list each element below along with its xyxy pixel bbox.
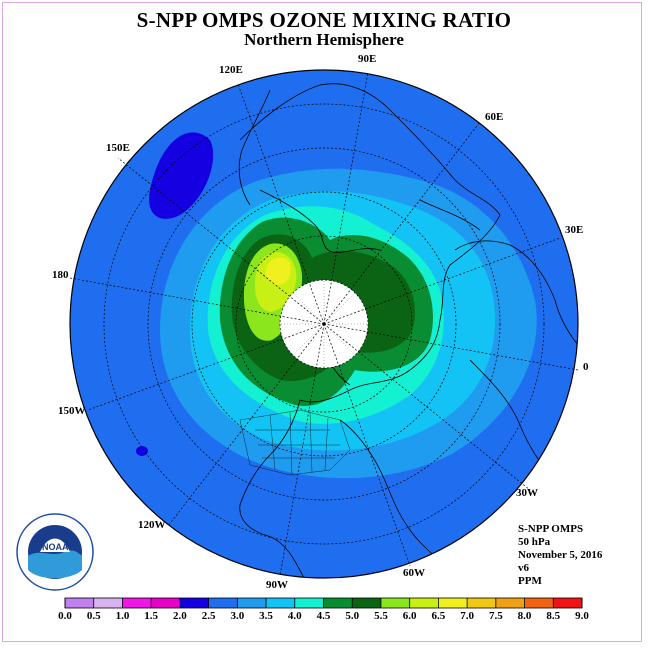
colorbar-segment [495, 598, 525, 608]
lon-label-30e: 30E [565, 224, 583, 236]
polar-radials [280, 280, 368, 368]
map-boundary [69, 69, 579, 579]
colorbar-segment [409, 598, 439, 608]
colorbar-tick-label: 8.5 [546, 610, 560, 622]
colorbar-tick-label: 9.0 [575, 610, 589, 622]
colorbar-segment [151, 598, 181, 608]
info-version: v6 [518, 562, 529, 574]
lon-label-60w: 60W [403, 567, 425, 579]
colorbar-segment [65, 598, 95, 608]
colorbar-tick-label: 3.0 [230, 610, 244, 622]
colorbar-segment [266, 598, 296, 608]
colorbar-tick-label: 1.5 [144, 610, 158, 622]
lon-label-30w: 30W [516, 487, 538, 499]
info-panel: S-NPP OMPS 50 hPa November 5, 2016 v6 PP… [518, 523, 602, 588]
colorbar: 0.0 0.5 1.0 1.5 2.0 2.5 3.0 3.5 4.0 4.5 5.0 5.5 6.0 6… [58, 597, 589, 622]
colorbar-tick-label: 2.5 [202, 610, 216, 622]
colorbar-tick-label: 3.5 [259, 610, 273, 622]
colorbar-segment [380, 598, 410, 608]
colorbar-segment [237, 598, 267, 608]
ozone-low-patch [149, 132, 214, 219]
longitude-labels: 90E 60E 30E 0 30W 60W 90W 120W 150W 180 … [52, 53, 589, 591]
info-level: 50 hPa [518, 536, 551, 548]
colorbar-tick-label: 6.0 [403, 610, 417, 622]
lon-label-150e: 150E [106, 142, 130, 154]
colorbar-tick-label: 2.0 [173, 610, 187, 622]
colorbar-tick-label: 6.5 [432, 610, 446, 622]
info-instrument: S-NPP OMPS [518, 523, 584, 535]
colorbar-segment [438, 598, 468, 608]
colorbar-segment [467, 598, 497, 608]
map-title: S-NPP OMPS OZONE MIXING RATIO [136, 8, 512, 32]
lon-label-90e: 90E [358, 53, 376, 65]
colorbar-tick-label: 7.0 [460, 610, 474, 622]
colorbar-segment [524, 598, 554, 608]
colorbar-segment [93, 598, 123, 608]
colorbar-tick-label: 5.5 [374, 610, 388, 622]
colorbar-segment [179, 598, 209, 608]
noaa-logo-text: NOAA [42, 542, 69, 552]
colorbar-segment [323, 598, 353, 608]
colorbar-tick-label: 7.5 [489, 610, 503, 622]
lon-label-150w: 150W [58, 405, 86, 417]
lon-label-0: 0 [583, 361, 589, 373]
colorbar-segment [208, 598, 238, 608]
latitude-circles [103, 103, 545, 545]
state-borders [239, 409, 351, 476]
ozone-low-patch [136, 446, 148, 456]
colorbar-tick-label: 0.5 [87, 610, 101, 622]
page-frame [2, 2, 642, 642]
info-units: PPM [518, 575, 542, 587]
ozone-band-6p5 [265, 257, 291, 285]
colorbar-tick-label: 4.0 [288, 610, 302, 622]
colorbar-tick-label: 8.0 [518, 610, 532, 622]
colorbar-segment [352, 598, 382, 608]
colorbar-segment [122, 598, 152, 608]
colorbar-segment [553, 598, 583, 608]
noaa-logo: NOAA [16, 513, 94, 591]
lon-label-120e: 120E [219, 64, 243, 76]
colorbar-tick-label: 4.5 [317, 610, 331, 622]
colorbar-tick-label: 1.0 [116, 610, 130, 622]
lon-label-120w: 120W [138, 519, 166, 531]
info-date: November 5, 2016 [518, 549, 603, 561]
lon-label-90w: 90W [266, 579, 288, 591]
meridians [69, 71, 579, 577]
colorbar-tick-label: 5.0 [345, 610, 359, 622]
lon-label-180: 180 [52, 269, 69, 281]
colorbar-tick-label: 0.0 [58, 610, 72, 622]
lon-label-60e: 60E [485, 111, 503, 123]
map-subtitle: Northern Hemisphere [244, 30, 404, 49]
colorbar-segment [294, 598, 324, 608]
